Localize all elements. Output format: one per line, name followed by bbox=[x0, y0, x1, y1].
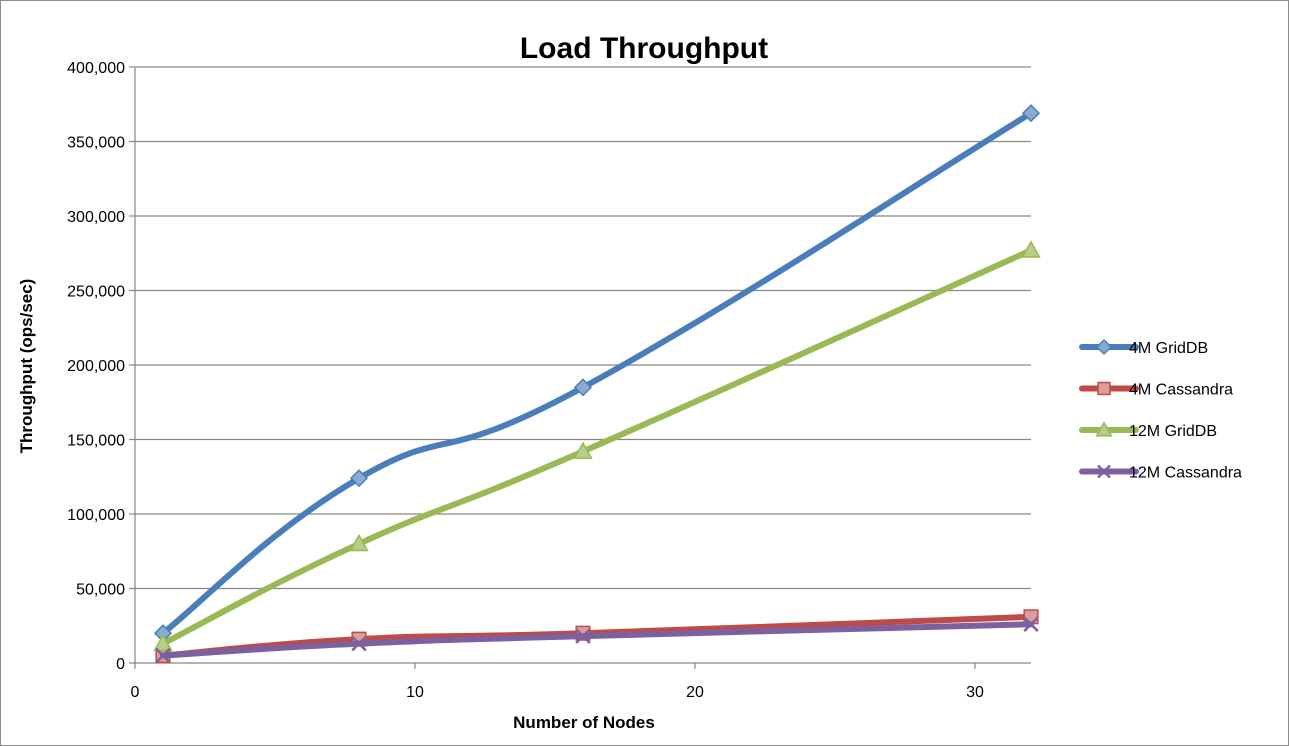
y-tick-label: 50,000 bbox=[76, 582, 125, 599]
data-point bbox=[349, 469, 369, 488]
y-tick-label: 0 bbox=[116, 656, 125, 673]
y-tick-label: 200,000 bbox=[67, 358, 125, 375]
legend-item: 4M GridDB bbox=[1079, 338, 1208, 357]
data-point bbox=[155, 647, 171, 664]
legend-label: 12M Cassandra bbox=[1129, 465, 1242, 482]
tick-labels: 0 50,000 100,000 150,000 200,000 250,000 300,0… bbox=[67, 60, 984, 701]
series-line bbox=[160, 621, 1034, 659]
series-line bbox=[160, 247, 1034, 647]
legend-label: 4M Cassandra bbox=[1129, 382, 1233, 399]
chart-title: Load Throughput bbox=[520, 32, 768, 65]
x-tick-label: 20 bbox=[686, 684, 704, 701]
y-tick-label: 150,000 bbox=[67, 433, 125, 450]
y-tick-label: 100,000 bbox=[67, 507, 125, 524]
legend: 4M GridDB 4M Cassandra 12M GridDB 12M Cassa… bbox=[1079, 338, 1242, 482]
series-line bbox=[160, 110, 1034, 637]
data-point bbox=[1023, 616, 1039, 632]
data-point bbox=[573, 378, 593, 397]
axes bbox=[129, 66, 1031, 669]
x-tick-label: 30 bbox=[966, 684, 984, 701]
legend-item: 12M GridDB bbox=[1079, 421, 1217, 440]
legend-marker bbox=[1095, 421, 1113, 437]
x-axis-title: Number of Nodes bbox=[513, 713, 655, 732]
series-4m-griddb bbox=[153, 104, 1041, 643]
series-lines bbox=[153, 104, 1041, 664]
legend-label: 12M GridDB bbox=[1129, 423, 1217, 440]
legend-marker bbox=[1095, 338, 1113, 356]
legend-marker bbox=[1097, 464, 1111, 479]
x-tick-label: 0 bbox=[131, 684, 140, 701]
x-tick-label: 10 bbox=[406, 684, 424, 701]
series-12m-cassandra bbox=[155, 616, 1039, 664]
data-point bbox=[1021, 104, 1041, 123]
data-point bbox=[575, 628, 591, 644]
legend-marker bbox=[1097, 381, 1111, 396]
legend-item: 12M Cassandra bbox=[1079, 464, 1242, 482]
data-point bbox=[573, 441, 593, 459]
y-axis-title: Throughput (ops/sec) bbox=[17, 279, 36, 454]
series-12m-griddb bbox=[153, 240, 1041, 652]
data-point bbox=[1021, 240, 1041, 258]
y-tick-label: 350,000 bbox=[67, 135, 125, 152]
data-point bbox=[153, 633, 173, 652]
legend-label: 4M GridDB bbox=[1129, 340, 1208, 357]
legend-item: 4M Cassandra bbox=[1079, 381, 1233, 399]
gridlines bbox=[135, 66, 1031, 590]
y-tick-label: 400,000 bbox=[67, 60, 125, 77]
y-tick-label: 250,000 bbox=[67, 284, 125, 301]
data-point bbox=[349, 533, 369, 552]
y-tick-label: 300,000 bbox=[67, 209, 125, 226]
data-point bbox=[351, 635, 367, 652]
